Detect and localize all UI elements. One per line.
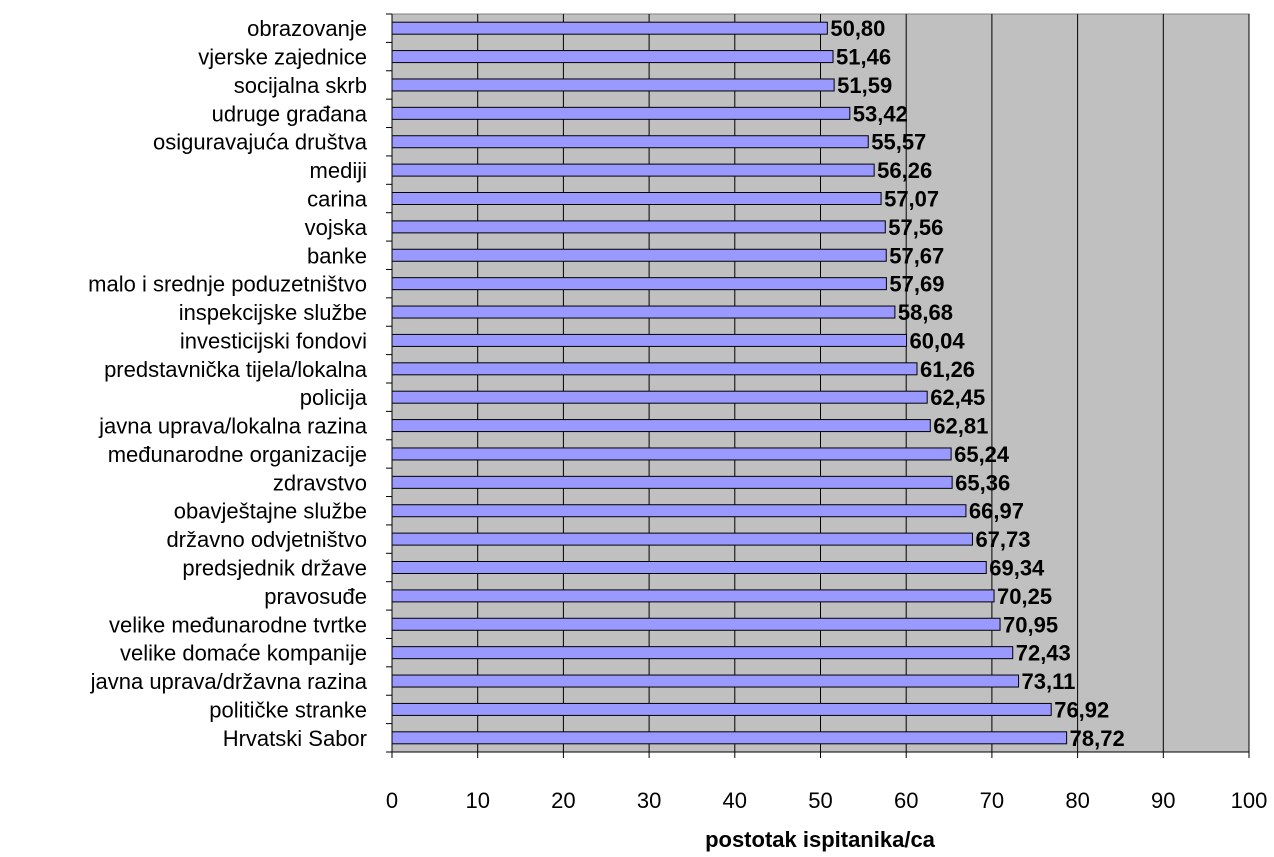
value-label: 69,34 [989, 556, 1045, 581]
category-labels: obrazovanje vjerske zajednice socijalna sk… [88, 16, 368, 751]
category-label: inspekcijske službe [179, 300, 367, 325]
value-label: 67,73 [975, 527, 1030, 552]
bar [391, 447, 952, 461]
value-label: 51,46 [836, 45, 891, 70]
bar [391, 702, 1052, 716]
category-label: policija [300, 385, 368, 410]
bar [391, 731, 1068, 745]
bar [391, 106, 851, 120]
x-tick-label: 80 [1065, 788, 1089, 813]
bar [391, 504, 967, 518]
value-label: 55,57 [871, 130, 926, 155]
x-tick-label: 70 [980, 788, 1004, 813]
x-tick-label: 90 [1151, 788, 1175, 813]
bar [391, 277, 887, 291]
category-label: udruge građana [212, 101, 368, 126]
x-tick-label: 0 [386, 788, 398, 813]
value-label: 57,56 [888, 215, 943, 240]
value-label: 66,97 [969, 499, 1024, 524]
x-tick-label: 100 [1231, 788, 1268, 813]
bar [391, 589, 995, 603]
category-label: pravosuđe [264, 584, 367, 609]
bar [391, 305, 896, 319]
category-label: banke [307, 243, 367, 268]
value-label: 62,81 [933, 414, 988, 439]
x-tick-label: 50 [808, 788, 832, 813]
bar [391, 333, 908, 347]
category-label: vojska [305, 215, 368, 240]
bar [391, 390, 928, 404]
bars [391, 21, 1068, 745]
category-label: Hrvatski Sabor [223, 726, 367, 751]
category-label: obavještajne službe [174, 499, 367, 524]
category-label: malo i srednje poduzetništvo [88, 272, 367, 297]
bar [391, 21, 828, 35]
x-tick-label: 40 [723, 788, 747, 813]
bar [391, 50, 834, 64]
x-tick-label: 20 [551, 788, 575, 813]
value-label: 70,25 [997, 584, 1052, 609]
value-label: 70,95 [1003, 612, 1058, 637]
value-label: 60,04 [910, 328, 966, 353]
x-axis-title: postotak ispitanika/ca [705, 827, 936, 852]
value-label: 56,26 [877, 158, 932, 183]
category-label: predsjednik države [182, 556, 367, 581]
value-label: 53,42 [853, 101, 908, 126]
value-label: 65,36 [955, 470, 1010, 495]
x-tick-label: 60 [894, 788, 918, 813]
bar [391, 475, 953, 489]
value-label: 58,68 [898, 300, 953, 325]
category-label: predstavnička tijela/lokalna [104, 357, 368, 382]
value-label: 62,45 [930, 385, 985, 410]
category-label: državno odvjetništvo [166, 527, 367, 552]
x-tick-label: 30 [637, 788, 661, 813]
category-label: mediji [310, 158, 367, 183]
value-label: 57,69 [889, 272, 944, 297]
category-label: velike domaće kompanije [120, 641, 367, 666]
value-label: 76,92 [1054, 697, 1109, 722]
category-label: obrazovanje [247, 16, 367, 41]
bar [391, 646, 1014, 660]
bar [391, 78, 835, 92]
value-label: 57,07 [884, 187, 939, 212]
value-label: 57,67 [889, 243, 944, 268]
bar [391, 561, 987, 574]
bar [391, 135, 869, 149]
category-label: vjerske zajednice [198, 45, 367, 70]
bar [391, 192, 882, 205]
value-label: 78,72 [1070, 726, 1125, 751]
bar [391, 617, 1001, 631]
value-label: 65,24 [954, 442, 1010, 467]
value-label: 72,43 [1016, 641, 1071, 666]
value-label: 73,11 [1022, 669, 1076, 694]
category-label: socijalna skrb [234, 73, 367, 98]
value-label: 50,80 [830, 16, 885, 41]
category-label: javna uprava/državna razina [90, 669, 368, 694]
category-label: zdravstvo [273, 470, 367, 495]
category-label: osiguravajuća društva [153, 130, 368, 155]
bar [391, 419, 931, 433]
category-label: velike međunarodne tvrtke [109, 612, 367, 637]
bar [391, 674, 1020, 688]
x-tick-label: 10 [465, 788, 489, 813]
bar [391, 248, 887, 262]
bar [391, 362, 918, 376]
bar [391, 163, 875, 177]
value-labels: 50,80 51,46 51,59 53,42 55,57 56,26 57,07 57,56… [830, 16, 1124, 751]
category-label: međunarodne organizacije [108, 442, 367, 467]
category-label: carina [307, 187, 368, 212]
bar [391, 532, 973, 546]
category-label: investicijski fondovi [180, 328, 367, 353]
category-label: političke stranke [209, 697, 367, 722]
value-label: 61,26 [920, 357, 975, 382]
value-label: 51,59 [837, 73, 892, 98]
x-ticks: 0 10 20 30 40 50 60 70 80 90 100 [386, 752, 1267, 813]
category-label: javna uprava/lokalna razina [98, 414, 368, 439]
bar [391, 220, 886, 234]
